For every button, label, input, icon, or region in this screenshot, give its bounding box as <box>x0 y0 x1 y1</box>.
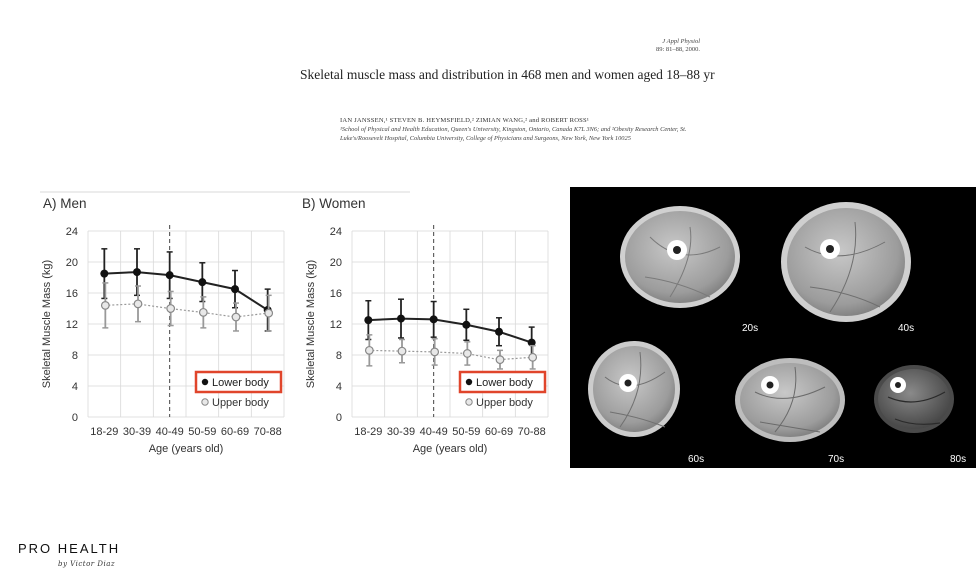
women-xtick-label: 40-49 <box>420 426 448 438</box>
women-upper-body-point <box>462 349 472 358</box>
men-upper-body-point <box>198 307 208 317</box>
women-upper-body-point <box>364 345 374 355</box>
women-upper-body-point <box>495 355 505 365</box>
paper-title: Skeletal muscle mass and distribution in… <box>300 67 715 82</box>
women-upper-body-line <box>368 349 532 361</box>
ct-thigh-80s <box>874 365 954 433</box>
women-ytick-label: 0 <box>336 412 342 424</box>
men-legend-upper-label: Upper body <box>212 397 269 409</box>
women-legend-lower-label: Lower body <box>476 377 533 389</box>
women-ytick-label: 24 <box>330 226 342 238</box>
women-legend-upper-label: Upper body <box>476 397 533 409</box>
men-legend-lower-label: Lower body <box>212 377 269 389</box>
men-ytick-label: 12 <box>66 319 78 331</box>
brand-logo: PRO HEALTH <box>18 541 121 556</box>
women-lower-body-point <box>495 327 503 336</box>
women-xtick-label: 70-88 <box>518 426 546 438</box>
men-chart-title: A) Men <box>43 196 87 211</box>
ct-thigh-40s <box>781 202 911 322</box>
men-ytick-label: 20 <box>66 257 78 269</box>
ct-label-60s: 60s <box>688 454 704 465</box>
ct-thigh-20s <box>620 206 740 308</box>
women-upper-body-point <box>528 352 538 362</box>
ct-thigh-70s <box>735 358 845 442</box>
women-lower-body-line <box>368 317 532 344</box>
women-chart-title: B) Women <box>302 196 366 211</box>
ct-label-80s: 80s <box>950 454 966 465</box>
men-legend-upper-marker <box>201 398 209 406</box>
men-ytick-label: 16 <box>66 288 78 300</box>
ct-thigh-60s <box>588 341 680 437</box>
men-x-axis-label: Age (years old) <box>149 443 224 455</box>
men-legend-lower-marker <box>201 378 209 386</box>
men-ytick-label: 4 <box>72 381 78 393</box>
men-upper-body-point <box>100 300 110 310</box>
men-lower-body-point <box>231 285 239 294</box>
women-xtick-label: 50-59 <box>452 426 480 438</box>
men-lower-body-point <box>133 268 141 277</box>
women-xtick-label: 30-39 <box>387 426 415 438</box>
women-lower-body-point <box>462 320 471 329</box>
chart-panel: A) Men 0 4 8 12 16 20 24 18-29 30-39 40-49 50-59 60-… <box>0 186 565 471</box>
women-legend-lower-marker <box>465 378 473 386</box>
men-xtick-label: 30-39 <box>123 426 151 438</box>
men-ytick-label: 24 <box>66 226 78 238</box>
paper-authors: IAN JANSSEN,¹ STEVEN B. HEYMSFIELD,² ZIM… <box>340 117 590 124</box>
women-upper-body-point <box>430 347 440 357</box>
women-lower-body-point <box>429 315 438 324</box>
men-upper-body-point <box>231 312 241 322</box>
women-x-axis-label: Age (years old) <box>413 443 488 455</box>
men-upper-body-point <box>133 299 143 309</box>
men-y-axis-label: Skeletal Muscle Mass (kg) <box>41 260 53 388</box>
men-upper-body-point <box>264 308 274 318</box>
ct-scan-panel: 20s 40s 60s 70s 80s <box>570 187 976 468</box>
women-ytick-label: 4 <box>336 381 342 393</box>
women-lower-body-point <box>364 316 373 325</box>
men-ytick-label: 0 <box>72 412 78 424</box>
journal-citation: J Appl Physiol 89: 81–88, 2000. <box>620 38 700 54</box>
journal-name: J Appl Physiol <box>662 38 700 45</box>
women-ytick-label: 20 <box>330 257 342 269</box>
journal-volume: 89: 81–88, 2000. <box>655 46 700 53</box>
men-lower-body-point <box>198 278 207 287</box>
men-xtick-label: 60-69 <box>221 426 249 438</box>
men-xtick-label: 50-59 <box>188 426 216 438</box>
men-xtick-label: 70-88 <box>254 426 282 438</box>
ct-label-70s: 70s <box>828 454 844 465</box>
men-upper-body-point <box>166 304 176 313</box>
men-lower-body-point <box>165 271 174 280</box>
men-legend-highlight-box <box>194 370 283 394</box>
men-ytick-label: 8 <box>72 350 78 362</box>
men-lower-body-point <box>100 269 109 278</box>
women-ytick-label: 8 <box>336 350 342 362</box>
paper-affiliation: ¹School of Physical and Health Education… <box>340 126 687 142</box>
paper-header: J Appl Physiol 89: 81–88, 2000. Skeletal… <box>0 0 978 180</box>
women-xtick-label: 18-29 <box>354 426 382 438</box>
women-ytick-label: 16 <box>330 288 342 300</box>
women-y-axis-label: Skeletal Muscle Mass (kg) <box>305 260 317 388</box>
women-legend-upper-marker <box>465 398 473 406</box>
ct-label-40s: 40s <box>898 323 914 334</box>
men-xtick-label: 40-49 <box>156 426 184 438</box>
ct-label-20s: 20s <box>742 323 758 334</box>
women-xtick-label: 60-69 <box>485 426 513 438</box>
brand-byline: by Victor Diaz <box>58 560 116 568</box>
men-xtick-label: 18-29 <box>90 426 118 438</box>
women-upper-body-point <box>397 346 407 356</box>
women-lower-body-point <box>397 314 405 323</box>
women-lower-body-point <box>527 338 536 347</box>
men-lower-body-line <box>104 271 269 311</box>
women-legend-highlight-box <box>458 370 547 394</box>
women-ytick-label: 12 <box>330 319 342 331</box>
men-upper-body-line <box>104 303 268 318</box>
